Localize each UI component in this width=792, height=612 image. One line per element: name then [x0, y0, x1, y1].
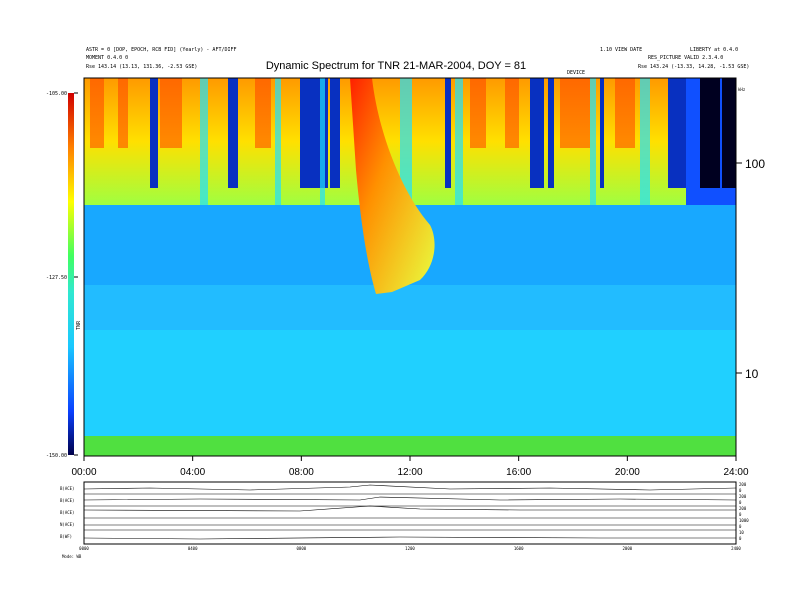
colorbar-tick: -127.50 [46, 275, 67, 281]
x-tick-label: 16:00 [506, 467, 531, 478]
header-left-2: MOMENT 0.4.0 0 [86, 55, 129, 61]
bottom-x-tick-label: 2000 [623, 546, 633, 551]
spectral-hotspot [470, 78, 486, 148]
spectral-hotspot [560, 78, 590, 148]
panel-right-tick: 0 [739, 488, 742, 493]
x-tick-label: 08:00 [289, 467, 314, 478]
y-unit: kHz [738, 87, 746, 92]
spectral-gap [320, 78, 325, 205]
spectral-gap [200, 78, 208, 205]
spectral-hotspot [90, 78, 104, 148]
panel-right-tick: 200 [739, 506, 747, 511]
y-tick: 10 [745, 367, 759, 381]
footer-mode: Mode: WB [62, 554, 82, 559]
spectral-gap [668, 78, 686, 188]
spectral-gap [700, 78, 720, 188]
bottom-x-tick-label: 0800 [297, 546, 307, 551]
header-center: DEVICE [567, 70, 586, 76]
spectral-gap [330, 78, 340, 188]
spectral-gap [548, 78, 554, 188]
panel-right-tick: 0 [739, 512, 742, 517]
panel-right-tick: 0 [739, 524, 742, 529]
spectral-gap [228, 78, 238, 188]
panel-right-tick: 1000 [739, 518, 749, 523]
spectral-gap [400, 78, 412, 205]
bottom-x-tick-label: 1600 [514, 546, 524, 551]
panel-right-tick: 0 [739, 536, 742, 541]
spectral-gap [445, 78, 451, 188]
chart-title: Dynamic Spectrum for TNR 21-MAR-2004, DO… [265, 60, 527, 72]
spectrogram-area [84, 78, 736, 456]
spectral-hotspot [118, 78, 128, 148]
panel-right-tick: 200 [739, 482, 747, 487]
panel-label: B(ACE) [60, 498, 74, 503]
x-tick-label: 12:00 [397, 467, 422, 478]
spectral-hotspot [615, 78, 635, 148]
header-right-2: RES_PICTURE VALID 2.3.4.0 [648, 55, 724, 61]
header-left-3: Rse 143.14 (13.13, 131.36, -2.53 GSE) [86, 64, 198, 70]
spectral-gap [530, 78, 544, 188]
y-tick: 100 [745, 157, 765, 171]
colorbar [68, 93, 74, 455]
panel-label: B(ACE) [60, 510, 74, 515]
x-tick-label: 00:00 [71, 467, 96, 478]
spectral-gap [275, 78, 281, 205]
panel-right-tick: 10 [739, 530, 744, 535]
spectral-gap [150, 78, 158, 188]
bottom-x-tick-label: 0000 [79, 546, 89, 551]
header-right-1b: LIBERTY at 0.4.0 [690, 47, 739, 53]
header-right-3: Rse 143.24 (-13.33, 14.28, -1.53 GSE) [638, 64, 750, 70]
spectral-gap [722, 78, 736, 188]
x-tick-label: 04:00 [180, 467, 205, 478]
colorbar-tick: -150.00 [46, 453, 67, 459]
panel-label: B(WF) [60, 534, 72, 539]
x-tick-label: 24:00 [723, 467, 748, 478]
bottom-panels [83, 481, 737, 545]
panel-label: B(ACE) [60, 486, 74, 491]
header-left-1: ASTR = 0 [DOP, EPOCH, RCB FID] (Yearly) … [86, 47, 237, 53]
spectral-gap [590, 78, 596, 205]
bottom-x-tick-label: 2400 [731, 546, 741, 551]
spectral-hotspot [160, 78, 182, 148]
panel-right-tick: 0 [739, 500, 742, 505]
header-right-1: 1.10 VIEW DATE [600, 47, 643, 53]
spectral-gap [640, 78, 650, 205]
spectral-gap [455, 78, 463, 205]
bottom-x-tick-label: 0400 [188, 546, 198, 551]
colorbar-label: TNR [76, 320, 82, 330]
bottom-x-tick-label: 1200 [405, 546, 415, 551]
spectral-hotspot [255, 78, 271, 148]
panel-right-tick: 200 [739, 494, 747, 499]
type-iii-burst [350, 78, 435, 294]
spectral-gap [600, 78, 604, 188]
colorbar-tick: -105.00 [46, 91, 67, 97]
panel-label: N(ACE) [60, 522, 74, 527]
x-tick-label: 20:00 [615, 467, 640, 478]
spectral-hotspot [505, 78, 519, 148]
